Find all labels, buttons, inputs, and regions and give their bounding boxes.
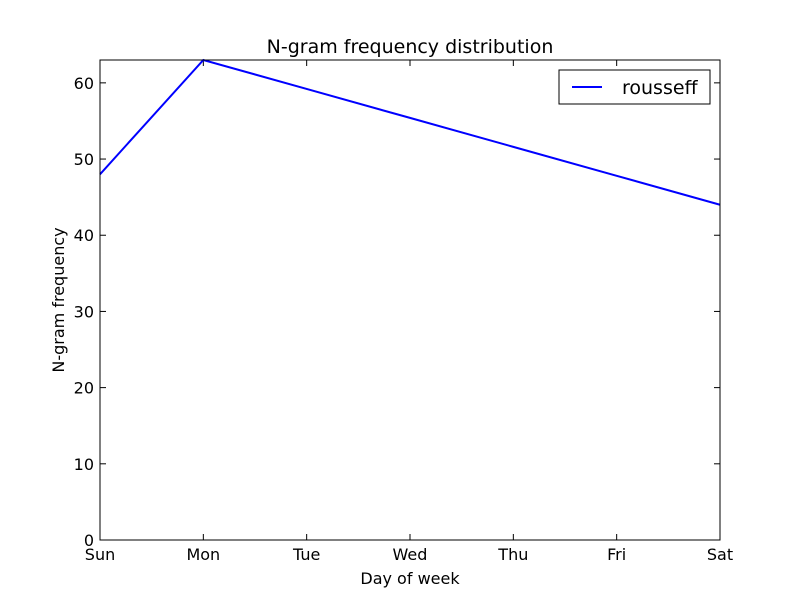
x-tick-label: Fri: [607, 545, 626, 564]
legend-label: rousseff: [622, 77, 699, 99]
y-tick-label: 0: [84, 531, 94, 550]
y-tick-label: 20: [74, 379, 94, 398]
y-tick-label: 40: [74, 226, 94, 245]
chart-title: N-gram frequency distribution: [267, 36, 554, 58]
y-tick-label: 10: [74, 455, 94, 474]
x-tick-label: Tue: [292, 545, 320, 564]
plot-frame: [99, 59, 721, 541]
y-tick-label: 50: [74, 150, 94, 169]
x-tick-label: Sat: [707, 545, 733, 564]
x-tick-label: Thu: [497, 545, 528, 564]
legend: rousseff: [558, 69, 711, 105]
x-tick-label: Mon: [186, 545, 220, 564]
y-axis-label: N-gram frequency: [49, 227, 68, 372]
x-axis-label: Day of week: [360, 569, 460, 588]
x-tick-label: Sun: [85, 545, 115, 564]
y-tick-label: 60: [74, 74, 94, 93]
y-tick-labels: 0 10 20 30 40 50 60: [74, 74, 94, 550]
y-tick-label: 30: [74, 302, 94, 321]
x-tick-labels: Sun Mon Tue Wed Thu Fri Sat: [85, 545, 733, 564]
plot-area: [100, 60, 720, 540]
x-tick-label: Wed: [393, 545, 428, 564]
